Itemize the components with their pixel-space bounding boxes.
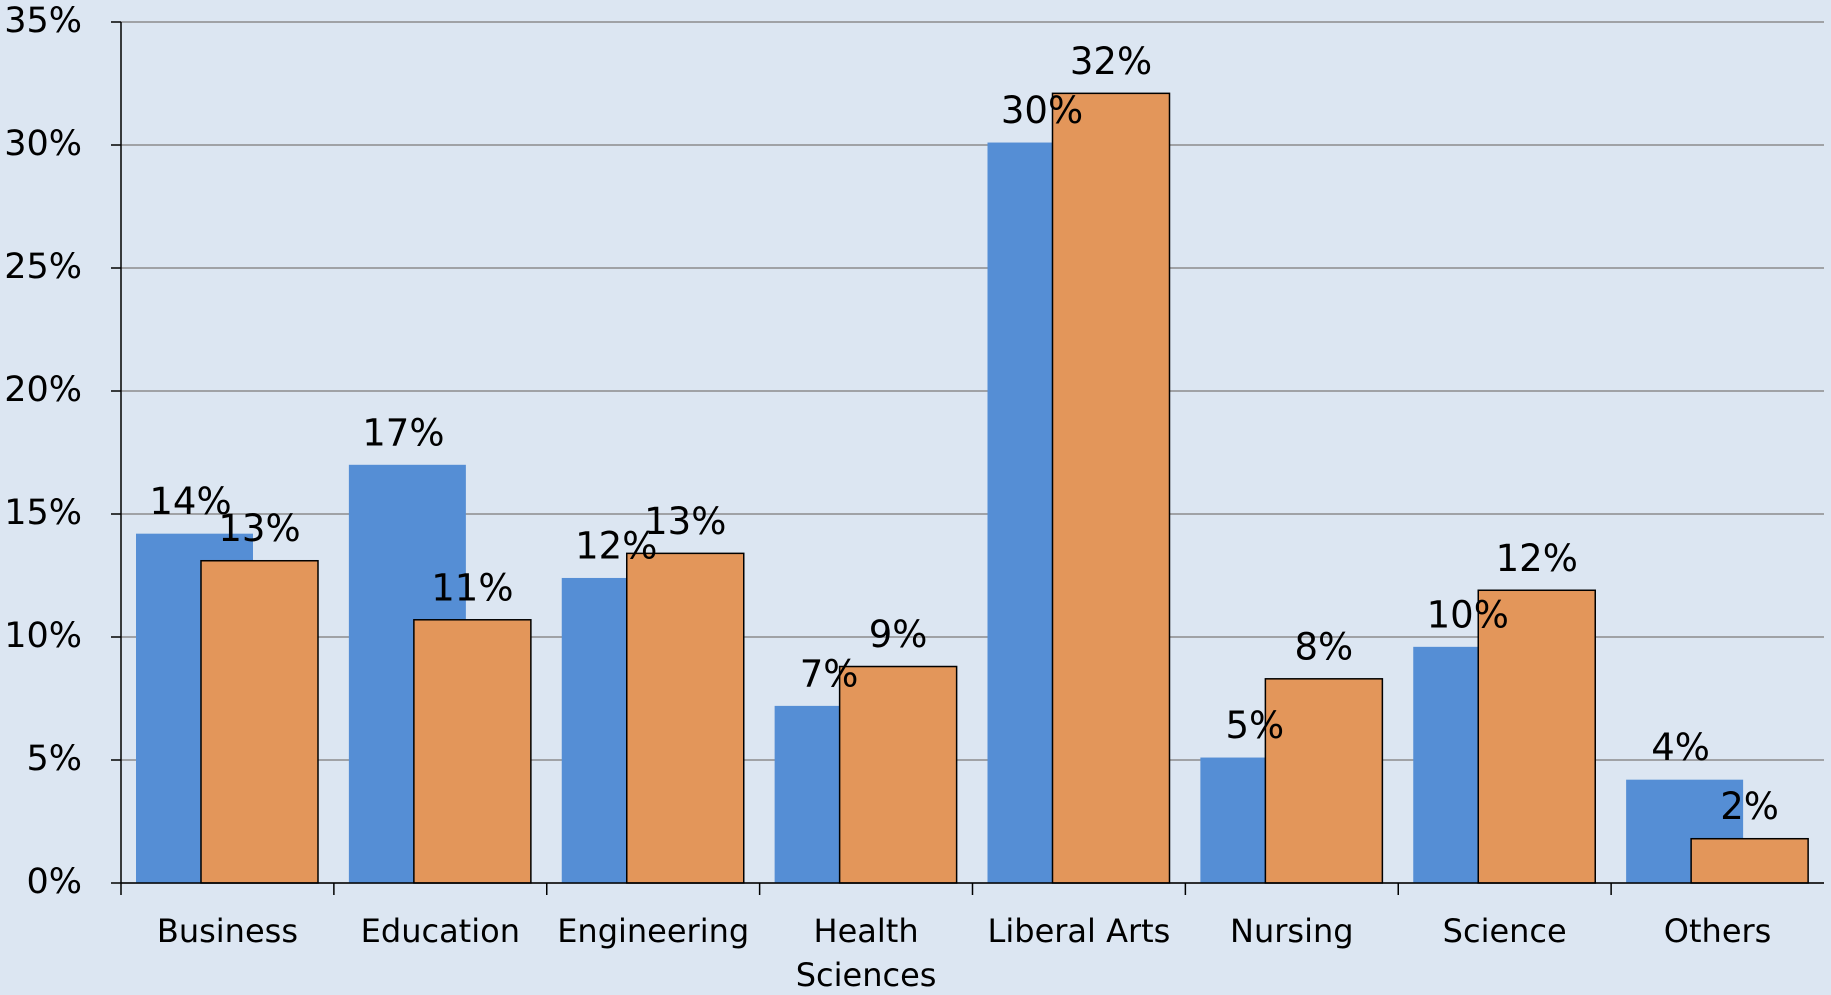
bar: [200, 559, 319, 884]
y-tick-label: 35%: [4, 1, 82, 41]
y-tick-label: 30%: [4, 124, 82, 164]
bar: [626, 552, 745, 884]
bar: [413, 619, 532, 884]
data-label: 13%: [218, 507, 300, 550]
y-tick-label: 5%: [26, 739, 82, 779]
data-label: 2%: [1720, 785, 1779, 828]
data-label: 12%: [575, 524, 657, 567]
data-label: 10%: [1427, 593, 1509, 636]
data-label: 32%: [1070, 40, 1152, 83]
data-label: 12%: [1496, 537, 1578, 580]
bar: [1264, 678, 1384, 884]
y-tick-label: 20%: [4, 370, 82, 410]
x-tick-label: Health Sciences: [795, 912, 937, 994]
x-tick-label: Business: [156, 912, 298, 950]
data-label: 14%: [149, 480, 231, 523]
bar: [1690, 837, 1809, 884]
y-tick-label: 15%: [4, 493, 82, 533]
data-label: 7%: [800, 652, 859, 695]
bar: [1051, 92, 1171, 884]
data-label: 30%: [1001, 89, 1083, 132]
x-tick-label: Science: [1442, 912, 1567, 950]
bar: [838, 665, 958, 884]
x-tick-label: Engineering: [557, 912, 750, 950]
y-tick-label: 10%: [4, 616, 82, 656]
y-tick-label: 25%: [4, 247, 82, 287]
data-label: 5%: [1226, 704, 1285, 747]
y-tick-label: 0%: [26, 862, 82, 902]
x-tick-label: Liberal Arts: [987, 912, 1171, 950]
data-label: 4%: [1651, 726, 1710, 769]
data-label: 17%: [362, 411, 444, 454]
data-label: 9%: [869, 613, 928, 656]
data-label: 13%: [644, 500, 726, 543]
x-tick-label: Nursing: [1230, 912, 1354, 950]
bar: [1477, 589, 1596, 884]
data-label: 11%: [431, 566, 513, 609]
x-tick-label: Others: [1663, 912, 1772, 950]
x-tick-label: Education: [360, 912, 520, 950]
data-label: 8%: [1295, 625, 1354, 668]
